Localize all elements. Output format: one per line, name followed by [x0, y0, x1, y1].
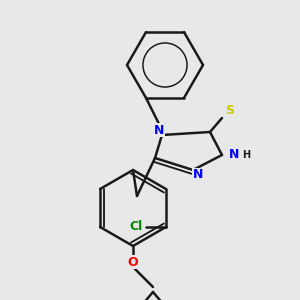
- Text: N: N: [193, 169, 203, 182]
- Text: Cl: Cl: [129, 220, 142, 233]
- Text: N: N: [154, 124, 164, 136]
- Text: H: H: [242, 150, 250, 160]
- Text: N: N: [229, 148, 239, 161]
- Text: O: O: [128, 256, 138, 268]
- Text: S: S: [226, 103, 235, 116]
